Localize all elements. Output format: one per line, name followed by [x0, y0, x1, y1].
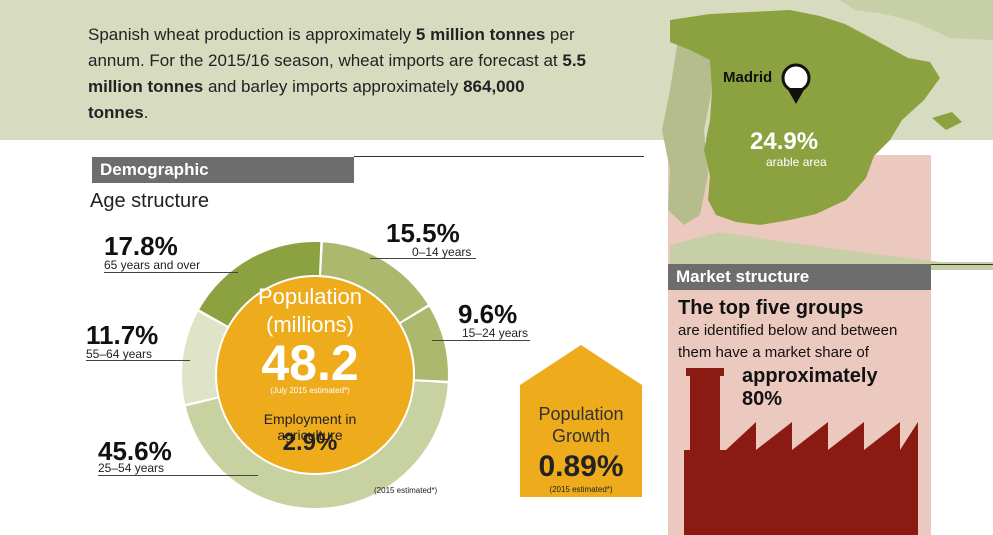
market-emphasis-approx: approximately	[742, 365, 878, 387]
balearic-islands	[932, 112, 962, 130]
france-landmass	[840, 0, 993, 40]
donut-segment-25-54	[185, 381, 448, 509]
divider-market	[931, 264, 993, 265]
growth-label-line2: Growth	[551, 426, 611, 446]
population-value: 48.2	[261, 335, 359, 391]
location-pin-icon	[781, 63, 811, 93]
donut-estimate-note: (2015 estimated*)	[374, 486, 438, 495]
segment-55-64-label: 55–64 years	[86, 347, 153, 361]
population-unit: (millions)	[266, 312, 354, 337]
segment-0-14-leader	[370, 258, 476, 259]
africa-landmass	[670, 232, 993, 270]
market-emphasis-share: 80%	[742, 388, 783, 410]
intro-text-4: .	[143, 103, 149, 122]
intro-text-1: Spanish wheat production is approximatel…	[88, 25, 416, 44]
factory-illustration	[668, 360, 931, 535]
market-headline: The top five groups	[678, 297, 864, 319]
segment-65-plus-label: 65 years and over	[104, 258, 201, 272]
population-note: (July 2015 estimated*)	[270, 386, 350, 395]
growth-value: 0.89%	[538, 450, 624, 483]
house-shape-svg	[520, 345, 642, 497]
population-label: Population	[258, 284, 362, 309]
segment-15-24-value: 9.6%	[458, 299, 518, 329]
segment-55-64-value: 11.7%	[86, 320, 159, 350]
house-shape	[520, 345, 642, 497]
segment-55-64-leader	[86, 360, 190, 361]
market-structure-header: Market structure	[668, 264, 931, 290]
intro-paragraph: Spanish wheat production is approximatel…	[88, 22, 588, 126]
segment-25-54-value: 45.6%	[98, 436, 172, 466]
intro-bold-barley-imports: 864,000 tonnes	[88, 77, 525, 122]
arable-value: 24.9%	[750, 128, 819, 155]
segment-25-54-leader	[98, 475, 258, 476]
intro-bold-production: 5 million tonnes	[415, 25, 546, 44]
donut-segment-0-14	[320, 242, 428, 322]
intro-text-3: and barley imports approximately	[203, 77, 464, 96]
donut-segment-65-plus	[199, 242, 321, 326]
segment-15-24-label: 15–24 years	[462, 326, 529, 340]
spain-landmass	[670, 10, 940, 225]
factory-svg	[684, 368, 918, 535]
market-line2: them have a market share of	[678, 344, 869, 361]
growth-label-line1: Population	[538, 404, 624, 424]
segment-15-24-leader	[432, 340, 530, 341]
arable-label: arable area	[766, 155, 827, 169]
employment-value: 2.9%	[282, 429, 338, 456]
segment-65-plus-value: 17.8%	[104, 231, 178, 261]
portugal-landmass	[662, 40, 712, 225]
donut-segments	[182, 242, 448, 509]
growth-note: (2015 estimated*)	[549, 485, 613, 494]
population-center	[217, 277, 413, 473]
age-donut-chart	[180, 240, 450, 510]
factory-shape	[684, 372, 918, 535]
donut-segment-15-24	[400, 306, 448, 381]
age-structure-title: Age structure	[90, 190, 209, 212]
city-label: Madrid	[723, 69, 773, 86]
chimney-cap	[686, 368, 724, 376]
segment-25-54-label: 25–54 years	[98, 461, 165, 475]
spain-map	[640, 0, 993, 270]
segment-0-14-label: 0–14 years	[412, 245, 472, 259]
spain-map-svg	[662, 0, 993, 270]
age-donut-svg	[182, 242, 448, 509]
intro-bold-wheat-imports: 5.5 million tonnes	[88, 51, 587, 96]
divider-demographic	[354, 156, 644, 157]
segment-65-plus-leader	[104, 272, 238, 273]
market-line1: are identified below and between	[678, 322, 898, 339]
employment-label: Employment in agriculture	[263, 411, 357, 443]
demographic-header: Demographic	[92, 157, 354, 183]
population-growth-badge	[520, 345, 642, 497]
location-pin-tip	[787, 88, 805, 104]
donut-segment-55-64	[182, 311, 227, 404]
intro-text-2: per annum. For the 2015/16 season, wheat…	[88, 25, 575, 70]
segment-0-14-value: 15.5%	[386, 218, 460, 248]
